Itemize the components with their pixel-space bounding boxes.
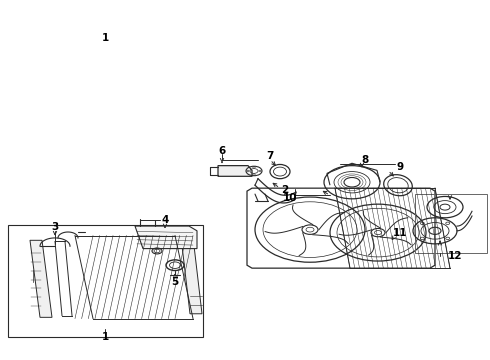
Polygon shape — [30, 240, 52, 317]
Polygon shape — [182, 246, 202, 314]
Polygon shape — [135, 226, 197, 249]
Text: 7: 7 — [266, 151, 274, 161]
Text: 12: 12 — [448, 251, 462, 261]
Bar — [8, 225, 203, 337]
Text: 8: 8 — [362, 155, 368, 165]
Text: 10: 10 — [283, 193, 297, 203]
Text: 11: 11 — [393, 228, 407, 238]
Text: 4: 4 — [161, 215, 169, 225]
Text: 6: 6 — [219, 147, 225, 157]
Text: 1: 1 — [101, 33, 109, 42]
Text: 2: 2 — [281, 185, 289, 195]
Text: 5: 5 — [172, 277, 179, 287]
Text: 1: 1 — [101, 333, 109, 342]
Bar — [415, 194, 487, 253]
Text: 9: 9 — [396, 162, 404, 172]
Polygon shape — [218, 166, 252, 176]
Text: 3: 3 — [51, 222, 59, 232]
